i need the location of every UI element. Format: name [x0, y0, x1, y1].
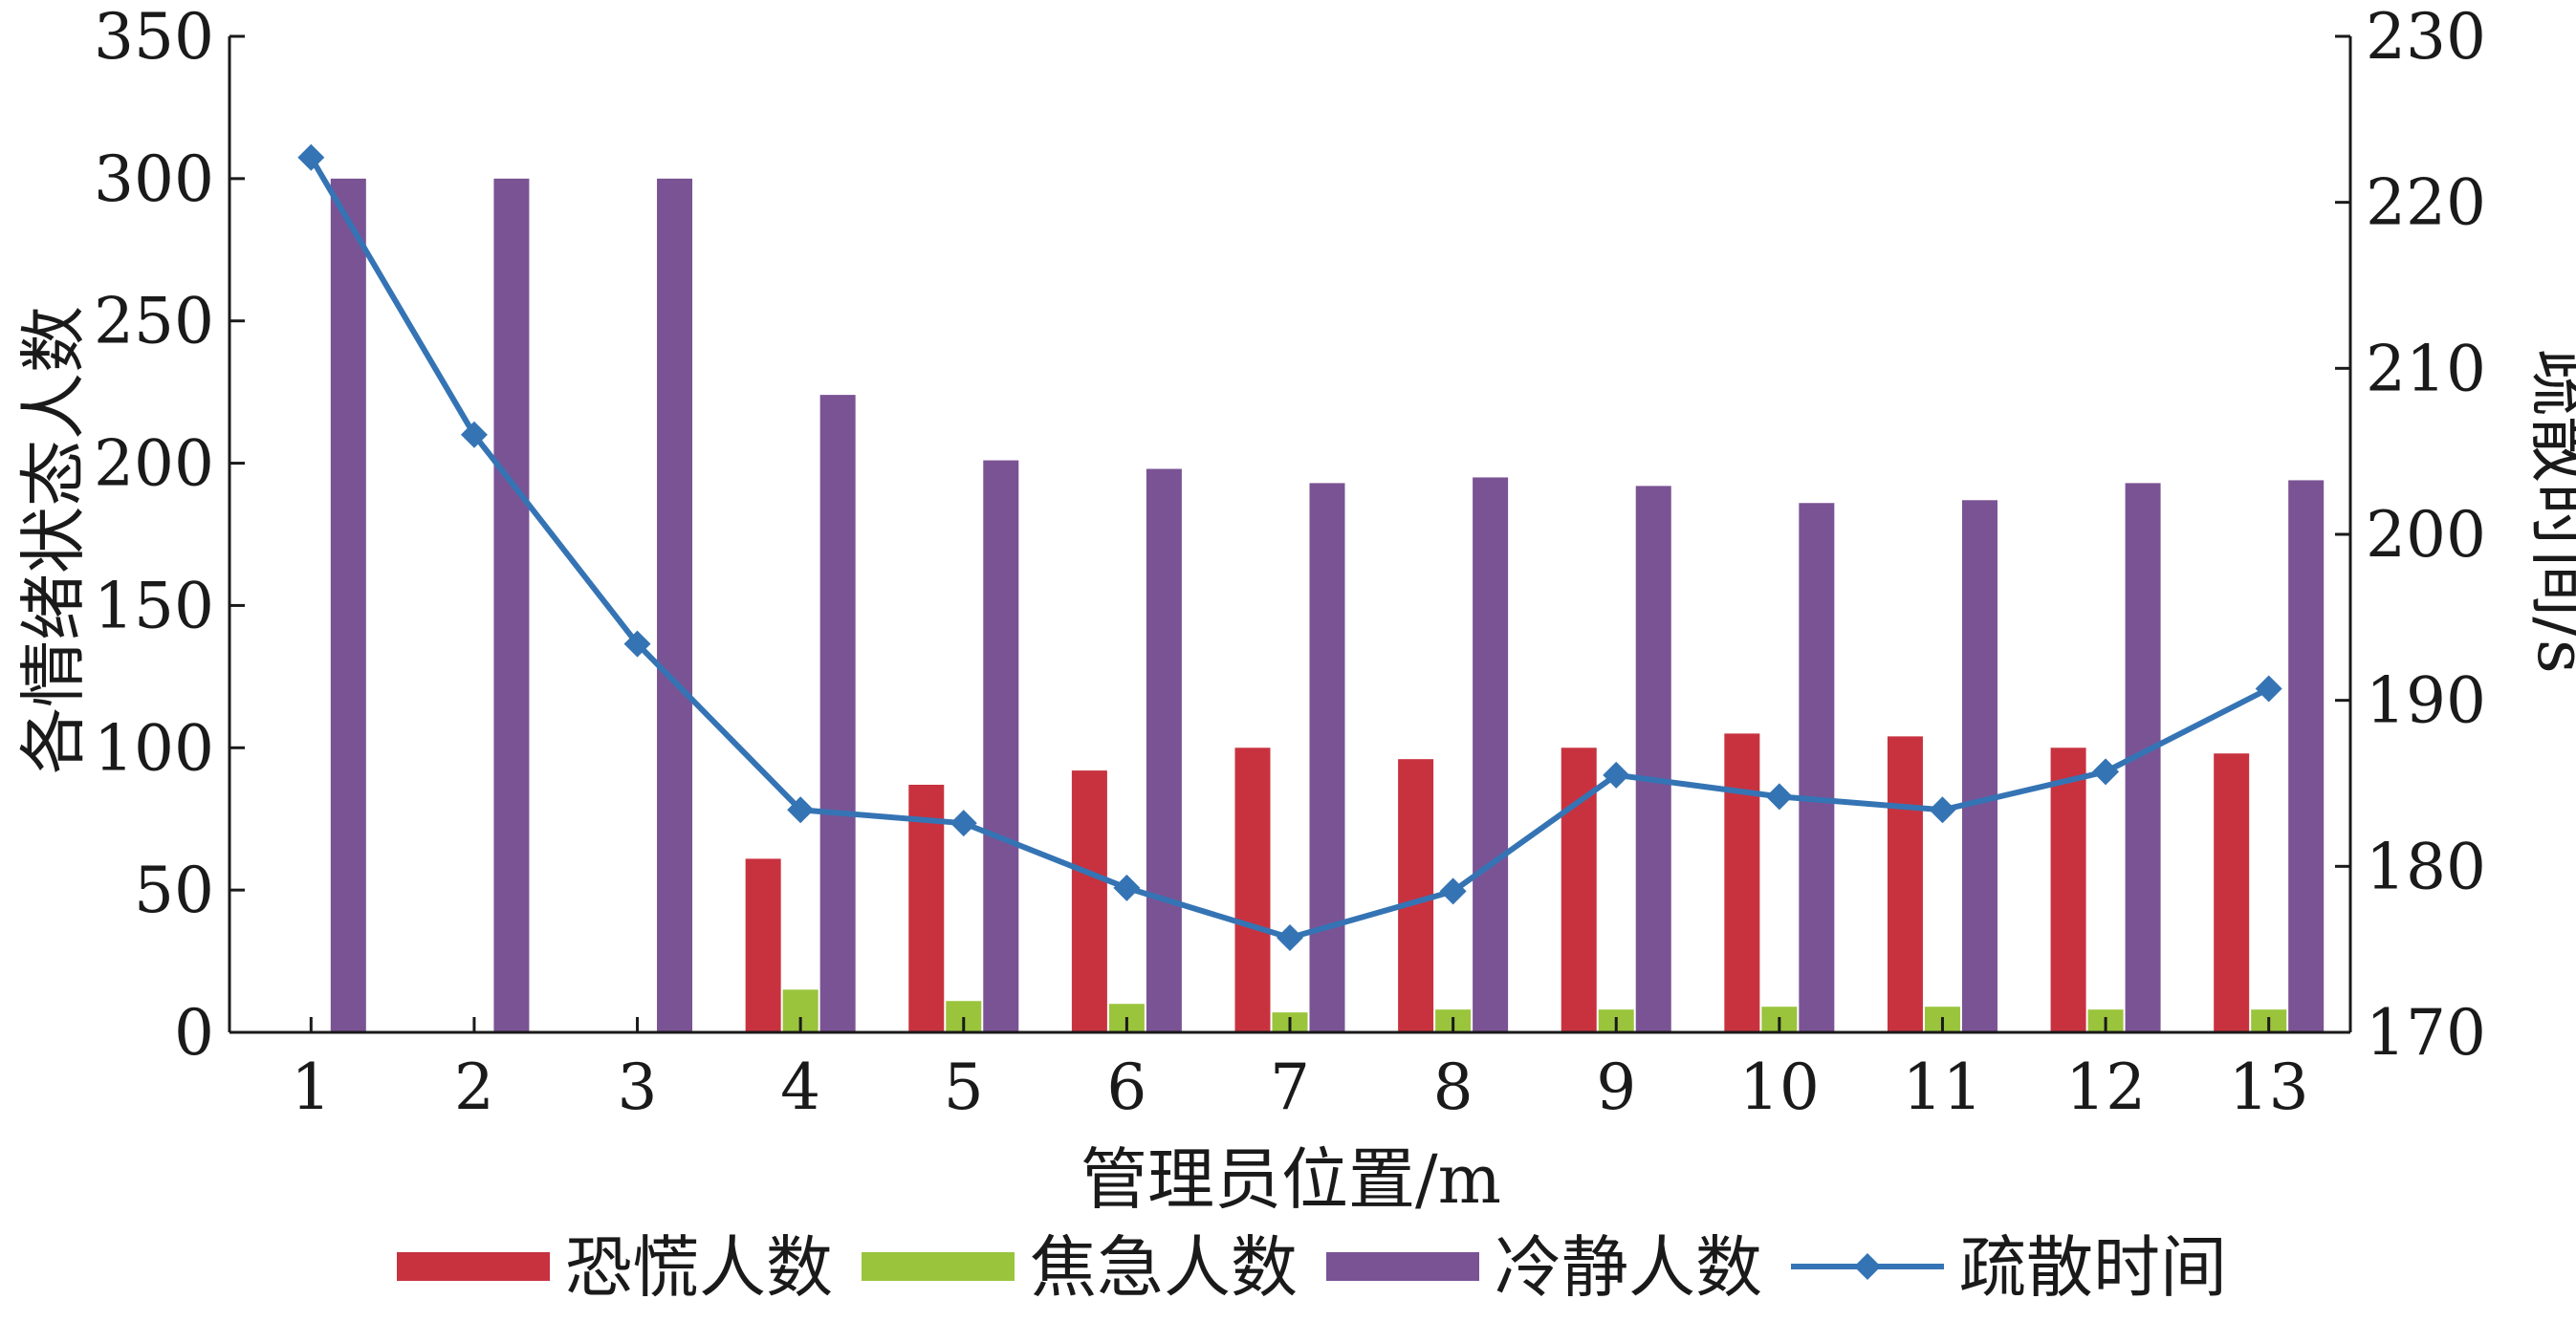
line-point: [623, 630, 651, 658]
bar: [2214, 753, 2250, 1032]
axes-layer: 0501001502002503003501701801902002102202…: [94, 0, 2486, 1124]
y-tick-label: 200: [94, 427, 214, 501]
bar: [745, 858, 781, 1032]
bar: [657, 178, 693, 1032]
line-point: [460, 421, 488, 448]
y-axis-right-title: 疏散时间/s: [2522, 349, 2576, 674]
line-point: [787, 796, 815, 824]
y-tick-label: 350: [94, 0, 214, 74]
line-point: [1929, 796, 1956, 824]
bar: [1309, 483, 1345, 1032]
bar: [1724, 733, 1760, 1032]
line-point: [1765, 783, 1793, 811]
y-tick-label: 0: [174, 996, 214, 1070]
legend-swatch: [1326, 1252, 1479, 1281]
legend-swatch-marker: [1854, 1253, 1881, 1280]
legend-item: 冷静人数: [1326, 1228, 1762, 1307]
bar: [819, 395, 856, 1032]
legend-label: 恐慌人数: [565, 1228, 833, 1307]
line-point: [1277, 924, 1303, 952]
bar: [2050, 747, 2086, 1032]
y-tick-label: 300: [94, 142, 214, 216]
y-right-tick-label: 180: [2366, 830, 2486, 903]
y-right-tick-label: 170: [2366, 996, 2486, 1070]
x-tick-label: 2: [454, 1051, 494, 1124]
line-point: [2092, 758, 2120, 786]
x-tick-label: 11: [1902, 1051, 1982, 1124]
legend-label: 焦急人数: [1030, 1228, 1298, 1307]
line-point: [1439, 877, 1467, 905]
y-tick-label: 50: [134, 854, 214, 927]
line-layer: [297, 143, 2282, 952]
legend: 恐慌人数 焦急人数 冷静人数 疏散时间: [397, 1228, 2227, 1307]
y-right-tick-label: 200: [2366, 498, 2486, 572]
line-point: [1603, 761, 1630, 789]
bar: [330, 178, 366, 1032]
bar: [1071, 770, 1107, 1032]
y-axis-title: 各情绪状态人数: [14, 306, 93, 774]
x-tick-label: 7: [1270, 1051, 1310, 1124]
x-tick-label: 1: [291, 1051, 331, 1124]
bar: [1234, 747, 1271, 1032]
x-axis-title: 管理员位置/m: [1081, 1140, 1501, 1219]
y-tick-label: 250: [94, 285, 214, 358]
bar: [983, 460, 1019, 1032]
bars-layer: [330, 178, 2325, 1033]
y-right-tick-label: 190: [2366, 664, 2486, 738]
legend-swatch: [397, 1252, 550, 1281]
bar: [493, 178, 530, 1032]
bar: [1635, 486, 1671, 1033]
legend-label: 疏散时间: [1959, 1228, 2227, 1307]
line-point: [1113, 874, 1141, 901]
x-tick-label: 6: [1106, 1051, 1146, 1124]
x-tick-label: 8: [1433, 1051, 1474, 1124]
legend-item: 疏散时间: [1791, 1228, 2227, 1307]
bar: [1146, 468, 1182, 1032]
line-point: [950, 810, 977, 837]
y-tick-label: 100: [94, 711, 214, 785]
bar: [1887, 736, 1923, 1032]
legend-swatch: [862, 1252, 1015, 1281]
y-right-tick-label: 220: [2366, 166, 2486, 240]
y-right-tick-label: 230: [2366, 0, 2486, 74]
bar: [2288, 480, 2325, 1032]
x-tick-label: 3: [618, 1051, 658, 1124]
x-tick-label: 12: [2065, 1051, 2146, 1124]
x-tick-label: 9: [1596, 1051, 1636, 1124]
y-right-tick-label: 210: [2366, 332, 2486, 405]
x-tick-label: 10: [1739, 1051, 1820, 1124]
bar: [1473, 477, 1509, 1032]
x-tick-label: 4: [780, 1051, 820, 1124]
bar: [1799, 503, 1835, 1032]
legend-item: 焦急人数: [862, 1228, 1298, 1307]
line-point: [297, 143, 325, 171]
y-tick-label: 150: [94, 569, 214, 642]
line-point: [2255, 675, 2282, 703]
legend-label: 冷静人数: [1495, 1228, 1762, 1307]
bar: [908, 784, 945, 1032]
legend-item: 恐慌人数: [397, 1228, 833, 1307]
x-tick-label: 5: [944, 1051, 984, 1124]
x-tick-label: 13: [2229, 1051, 2309, 1124]
bar: [1961, 500, 1997, 1032]
